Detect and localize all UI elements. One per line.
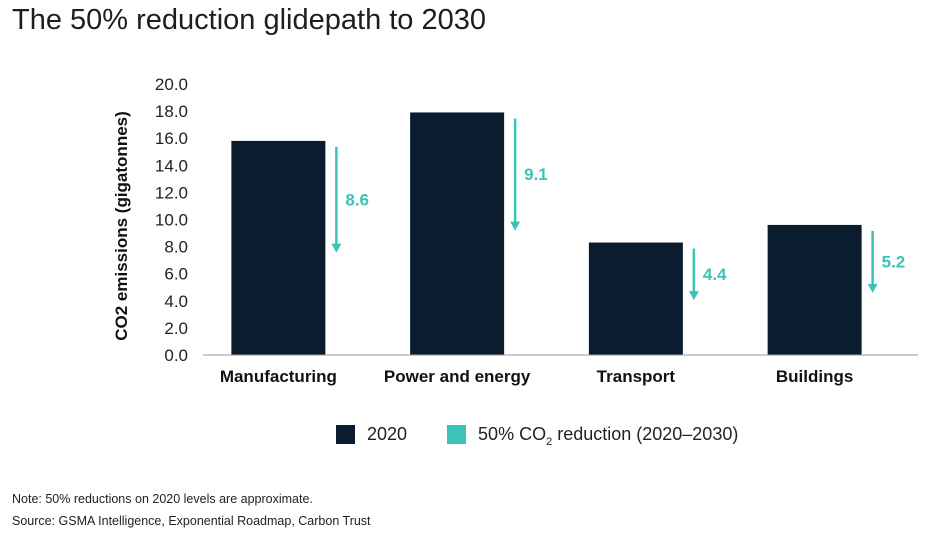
- y-tick-label: 4.0: [164, 292, 188, 311]
- x-category-label: Manufacturing: [220, 367, 337, 386]
- legend-swatch-2020: [336, 425, 355, 444]
- y-axis-label: CO2 emissions (gigatonnes): [112, 111, 131, 341]
- y-tick-label: 0.0: [164, 346, 188, 365]
- y-tick-label: 2.0: [164, 319, 188, 338]
- y-tick-label: 10.0: [155, 211, 188, 230]
- x-category-label: Buildings: [776, 367, 853, 386]
- reduction-arrow: [867, 230, 878, 293]
- legend-item-2020: 2020: [336, 424, 407, 445]
- reduction-arrow: [331, 146, 342, 253]
- bar-2020: [767, 224, 862, 355]
- bar-chart: 0.02.04.06.08.010.012.014.016.018.020.0 …: [112, 75, 918, 386]
- bar-2020: [588, 242, 683, 355]
- legend-item-reduction: 50% CO2 reduction (2020–2030): [447, 424, 739, 448]
- y-tick-label: 6.0: [164, 265, 188, 284]
- reduction-arrow: [688, 248, 699, 301]
- bar-2020: [231, 140, 326, 355]
- footnote-source: Source: GSMA Intelligence, Exponential R…: [12, 514, 371, 528]
- bar-2020: [410, 112, 505, 355]
- y-tick-label: 16.0: [155, 129, 188, 148]
- reduction-value-label: 5.2: [882, 252, 906, 271]
- legend-swatch-reduction: [447, 425, 467, 444]
- reduction-arrows: 8.6 9.1 4.4 5.2: [331, 118, 906, 301]
- reduction-value-label: 8.6: [345, 190, 369, 209]
- bars: [231, 112, 862, 355]
- reduction-value-label: 9.1: [524, 165, 548, 184]
- reduction-arrow: [510, 118, 521, 231]
- y-tick-label: 12.0: [155, 183, 188, 202]
- y-tick-label: 14.0: [155, 156, 188, 175]
- reduction-value-label: 4.4: [703, 265, 727, 284]
- y-tick-label: 18.0: [155, 102, 188, 121]
- legend-label-2020: 2020: [367, 424, 408, 444]
- x-axis-labels: Manufacturing Power and energy Transport Bu…: [220, 367, 854, 386]
- y-tick-label: 20.0: [155, 75, 188, 94]
- footnote-note: Note: 50% reductions on 2020 levels are …: [12, 492, 313, 506]
- legend: 2020 50% CO2 reduction (2020–2030): [336, 424, 778, 448]
- y-tick-label: 8.0: [164, 238, 188, 257]
- x-category-label: Power and energy: [384, 367, 531, 386]
- x-category-label: Transport: [597, 367, 676, 386]
- chart-title: The 50% reduction glidepath to 2030: [12, 4, 487, 36]
- y-axis-ticks: 0.0 2.0 4.0 6.0 8.0 10.0 12.0 14.0 16.0 18.0 20.0: [155, 75, 188, 365]
- legend-label-reduction: 50% CO2 reduction (2020–2030): [478, 424, 739, 448]
